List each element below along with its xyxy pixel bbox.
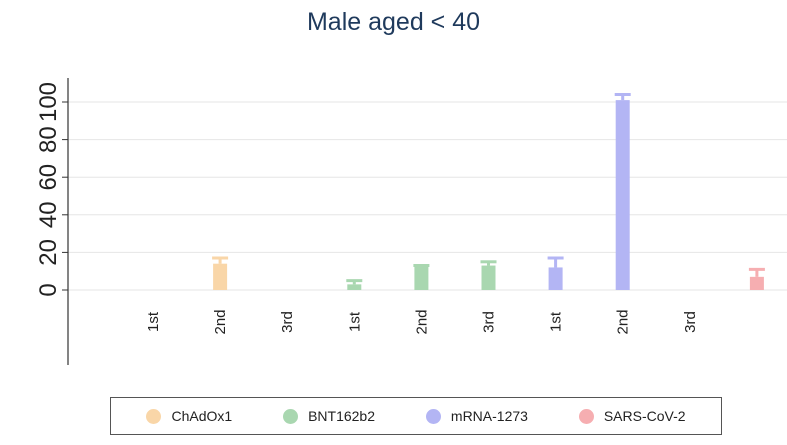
bar <box>615 100 630 291</box>
y-tick-labels: 0 20 40 60 80 100 <box>35 82 68 297</box>
legend: ChAdOx1 BNT162b2 mRNA-1273 SARS-CoV-2 <box>110 397 722 435</box>
x-tick-label: 3rd <box>279 311 296 333</box>
y-tick-label: 100 <box>35 82 62 122</box>
x-tick-label: 2nd <box>413 309 430 334</box>
legend-item: mRNA-1273 <box>425 408 528 424</box>
legend-item: BNT162b2 <box>283 408 375 424</box>
legend-label: mRNA-1273 <box>450 408 528 424</box>
bar <box>347 284 362 290</box>
x-tick-label: 2nd <box>615 309 632 334</box>
y-tick-label: 60 <box>35 164 62 191</box>
y-tick-label: 20 <box>35 239 62 266</box>
x-tick-label: 2nd <box>212 309 229 334</box>
x-tick-label: 3rd <box>481 311 498 333</box>
legend-item: ChAdOx1 <box>146 408 232 424</box>
x-tick-label: 3rd <box>682 311 699 333</box>
gridlines <box>68 101 787 291</box>
bar <box>749 276 764 290</box>
legend-label: ChAdOx1 <box>171 408 233 424</box>
bars <box>212 92 765 291</box>
x-tick-label: 1st <box>145 311 162 332</box>
y-tick-label: 0 <box>35 283 62 296</box>
legend-label: BNT162b2 <box>308 408 375 424</box>
legend-swatch <box>283 408 299 424</box>
legend-swatch <box>146 408 162 424</box>
legend-label: SARS-CoV-2 <box>603 408 686 424</box>
bar <box>481 265 496 290</box>
x-tick-label: 1st <box>346 311 363 332</box>
legend-item: SARS-CoV-2 <box>578 408 686 424</box>
chart-title: Male aged < 40 <box>306 8 481 36</box>
legend-swatch <box>425 408 441 424</box>
y-tick-label: 80 <box>35 126 62 153</box>
x-tick-label: 1st <box>548 311 565 332</box>
bar <box>213 263 228 290</box>
x-tick-labels: 1st 2nd 3rd 1st 2nd 3rd 1st 2nd 3rd <box>145 309 699 334</box>
y-tick-label: 40 <box>35 201 62 228</box>
bar <box>548 267 563 290</box>
legend-swatch <box>578 408 594 424</box>
bar <box>414 265 429 290</box>
